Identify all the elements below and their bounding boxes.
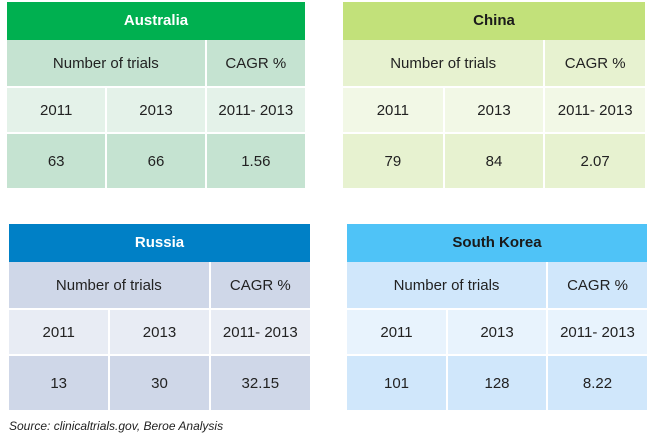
period-cell: 2011- 2013 (547, 309, 647, 356)
year-2013-cell: 2013 (109, 309, 211, 356)
table-row: 2011 2013 2011- 2013 (347, 309, 647, 356)
table-row: 101 128 8.22 (347, 355, 647, 410)
trials-header: Number of trials (347, 262, 548, 310)
table-row: 2011 2013 2011- 2013 (9, 309, 310, 356)
trials-2013-value: 84 (443, 133, 546, 188)
year-2011-cell: 2011 (343, 87, 445, 134)
trials-2011-value: 63 (7, 133, 108, 188)
table-row: Number of trials CAGR % (347, 262, 647, 310)
table-row: 63 66 1.56 (7, 133, 305, 188)
trials-2011-value: 13 (9, 355, 111, 410)
trials-2013-value: 128 (447, 355, 548, 410)
card-title: Russia (9, 224, 310, 262)
china-card: China Number of trials CAGR % 2011 2013 … (343, 2, 645, 188)
card-title: China (343, 2, 645, 40)
cagr-value: 2.07 (544, 133, 645, 188)
trials-2011-value: 101 (347, 355, 448, 410)
year-2011-cell: 2011 (9, 309, 111, 356)
period-cell: 2011- 2013 (544, 87, 645, 134)
trials-table: Number of trials CAGR % 2011 2013 2011- … (9, 262, 310, 410)
cagr-header: CAGR % (547, 262, 647, 310)
table-row: Number of trials CAGR % (9, 262, 310, 310)
table-row: 2011 2013 2011- 2013 (7, 87, 305, 134)
year-2013-cell: 2013 (443, 87, 546, 134)
year-2013-cell: 2013 (447, 309, 548, 356)
cagr-value: 8.22 (547, 355, 647, 410)
trials-2013-value: 30 (109, 355, 211, 410)
cagr-header: CAGR % (209, 262, 310, 310)
trials-2011-value: 79 (343, 133, 445, 188)
table-row: Number of trials CAGR % (343, 40, 645, 88)
period-cell: 2011- 2013 (209, 309, 310, 356)
cagr-value: 32.15 (209, 355, 310, 410)
table-row: 13 30 32.15 (9, 355, 310, 410)
trials-2013-value: 66 (106, 133, 207, 188)
trials-table: Number of trials CAGR % 2011 2013 2011- … (343, 40, 645, 188)
year-2011-cell: 2011 (347, 309, 448, 356)
trials-table: Number of trials CAGR % 2011 2013 2011- … (7, 40, 305, 188)
trials-header: Number of trials (9, 262, 211, 310)
cagr-header: CAGR % (205, 40, 305, 88)
table-row: Number of trials CAGR % (7, 40, 305, 88)
card-title: South Korea (347, 224, 647, 262)
south-korea-card: South Korea Number of trials CAGR % 2011… (347, 224, 647, 410)
source-note: Source: clinicaltrials.gov, Beroe Analys… (9, 419, 224, 433)
table-row: 79 84 2.07 (343, 133, 645, 188)
cagr-value: 1.56 (205, 133, 305, 188)
russia-card: Russia Number of trials CAGR % 2011 2013… (9, 224, 310, 410)
period-cell: 2011- 2013 (205, 87, 305, 134)
year-2013-cell: 2013 (106, 87, 207, 134)
cagr-header: CAGR % (544, 40, 645, 88)
trials-header: Number of trials (7, 40, 207, 88)
australia-card: Australia Number of trials CAGR % 2011 2… (7, 2, 305, 188)
card-title: Australia (7, 2, 305, 40)
trials-table: Number of trials CAGR % 2011 2013 2011- … (347, 262, 647, 410)
table-row: 2011 2013 2011- 2013 (343, 87, 645, 134)
year-2011-cell: 2011 (7, 87, 108, 134)
trials-header: Number of trials (343, 40, 546, 88)
